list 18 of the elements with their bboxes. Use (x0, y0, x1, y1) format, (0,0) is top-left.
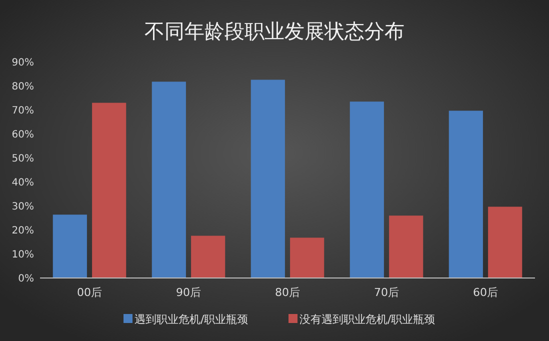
x-tick-label: 80后 (275, 286, 300, 299)
y-tick-label: 30% (12, 202, 34, 212)
y-tick-label: 90% (12, 58, 34, 68)
y-tick-label: 40% (12, 178, 34, 188)
x-tick-label: 60后 (473, 286, 498, 299)
x-tick-label: 70后 (374, 286, 399, 299)
legend-label: 遇到职业危机/职业瓶颈 (134, 313, 248, 326)
y-tick-label: 50% (12, 154, 34, 164)
legend-label: 没有遇到职业危机/职业瓶颈 (300, 313, 436, 326)
x-tick-label: 90后 (176, 286, 201, 299)
chart-title: 不同年龄段职业发展状态分布 (144, 19, 404, 43)
y-tick-label: 0% (18, 274, 34, 284)
y-tick-label: 60% (12, 130, 34, 140)
y-tick-label: 80% (12, 82, 34, 92)
x-tick-label: 00后 (77, 286, 102, 299)
y-tick-label: 20% (12, 226, 34, 236)
y-tick-label: 10% (12, 250, 34, 260)
y-tick-label: 70% (12, 106, 34, 116)
